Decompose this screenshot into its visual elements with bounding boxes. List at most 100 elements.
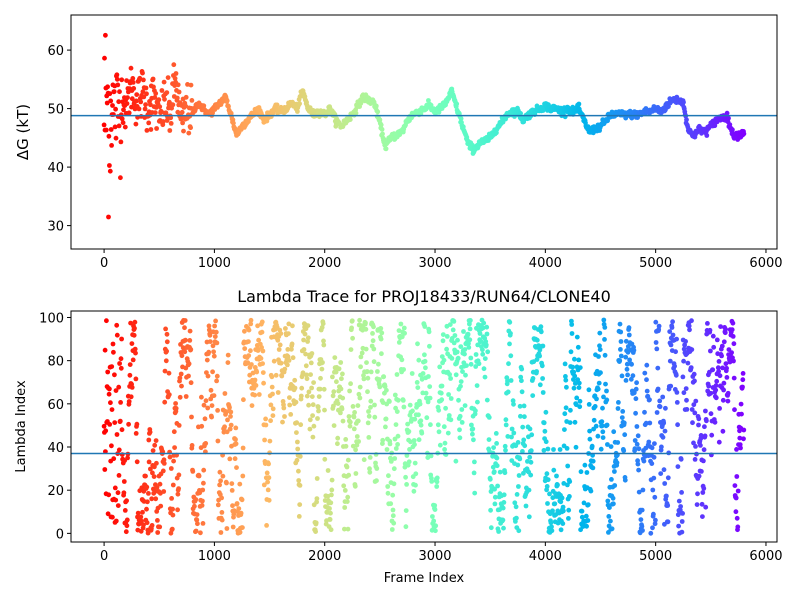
lambda-point [704, 418, 709, 424]
lambda-point [169, 526, 175, 532]
lambda-point [554, 473, 559, 479]
lambda-point [182, 349, 188, 355]
lambda-point [276, 347, 282, 352]
lambda-point [302, 331, 308, 337]
lambda-point [635, 461, 641, 467]
lambda-point [626, 332, 632, 338]
lambda-point [638, 517, 644, 522]
lambda-point [647, 397, 652, 403]
delta-g-point [109, 143, 114, 148]
lambda-point [351, 414, 357, 420]
lambda-point [260, 370, 266, 375]
lambda-point [495, 483, 500, 489]
lambda-point [502, 470, 508, 476]
lambda-point [721, 380, 727, 386]
lambda-point [408, 439, 413, 445]
lambda-point [572, 356, 577, 362]
lambda-point [295, 439, 300, 445]
lambda-point [530, 376, 536, 381]
lambda-point [486, 437, 492, 442]
delta-g-axes-frame [70, 14, 778, 250]
lambda-point [602, 352, 608, 358]
lambda-point [213, 318, 219, 324]
lambda-point [214, 373, 220, 379]
delta-g-point [138, 99, 144, 105]
lambda-point [599, 423, 605, 429]
lambda-point [486, 415, 492, 420]
lambda-point [398, 321, 404, 327]
lambda-point [309, 385, 314, 391]
lambda-point [543, 409, 549, 415]
lambda-point [615, 406, 621, 411]
lambda-point [696, 416, 702, 422]
lambda-point [599, 419, 605, 424]
lambda-point [381, 374, 387, 380]
lambda-point [114, 332, 120, 338]
lambda-point [246, 353, 252, 358]
lambda-point [199, 503, 205, 508]
delta-g-point [112, 124, 118, 130]
lambda-point [691, 402, 697, 408]
lambda-point [544, 484, 550, 489]
lambda-point [316, 408, 321, 414]
lambda-point [686, 323, 692, 329]
lambda-point [144, 484, 150, 490]
lambda-point [370, 331, 375, 336]
lambda-point [675, 464, 681, 469]
lambda-point [698, 443, 703, 448]
lambda-point [571, 369, 577, 375]
lambda-point [240, 473, 246, 479]
lambda-point [367, 469, 373, 475]
lambda-point [620, 409, 626, 414]
lambda-point [113, 388, 119, 393]
lambda-point [618, 347, 623, 352]
lambda-point [619, 373, 625, 379]
lambda-point [413, 482, 418, 488]
lambda-point [465, 331, 471, 337]
lambda-point [266, 461, 271, 467]
lambda-point [634, 380, 639, 386]
lambda-point [692, 410, 698, 416]
lambda-point [187, 328, 193, 334]
lambda-point [114, 322, 120, 328]
lambda-point [518, 413, 523, 419]
lambda-point [225, 352, 231, 358]
lambda-point [411, 488, 417, 494]
lambda-point [346, 414, 352, 419]
y-tick-label: 100 [39, 311, 64, 326]
delta-g-point [189, 98, 195, 103]
lambda-point [294, 420, 300, 426]
lambda-point [617, 321, 623, 327]
lambda-point [368, 398, 374, 404]
lambda-point [264, 523, 269, 528]
lambda-point [545, 477, 551, 483]
lambda-point [351, 426, 357, 432]
lambda-point [644, 362, 650, 368]
lambda-point [134, 459, 140, 465]
lambda-point [199, 394, 204, 400]
delta-g-point [176, 89, 182, 95]
lambda-point [355, 403, 361, 408]
lambda-point [537, 347, 543, 353]
lambda-point [399, 334, 405, 340]
lambda-point [310, 413, 315, 418]
lambda-point [233, 425, 239, 431]
delta-g-point [379, 126, 385, 132]
y-tick-label: 50 [47, 103, 64, 118]
lambda-point [374, 466, 380, 471]
delta-g-point [576, 101, 582, 107]
lambda-point [439, 354, 445, 359]
lambda-point [309, 351, 315, 356]
delta-g-point [113, 106, 118, 112]
lambda-point [266, 475, 272, 481]
lambda-point [634, 424, 640, 429]
lambda-point [146, 437, 152, 443]
lambda-point [208, 387, 214, 393]
lambda-point [534, 357, 540, 362]
lambda-point [101, 423, 107, 429]
lambda-point [427, 395, 433, 401]
delta-g-point [124, 101, 130, 106]
lambda-point [714, 337, 720, 343]
lambda-point [341, 483, 347, 489]
lambda-point [107, 422, 113, 427]
